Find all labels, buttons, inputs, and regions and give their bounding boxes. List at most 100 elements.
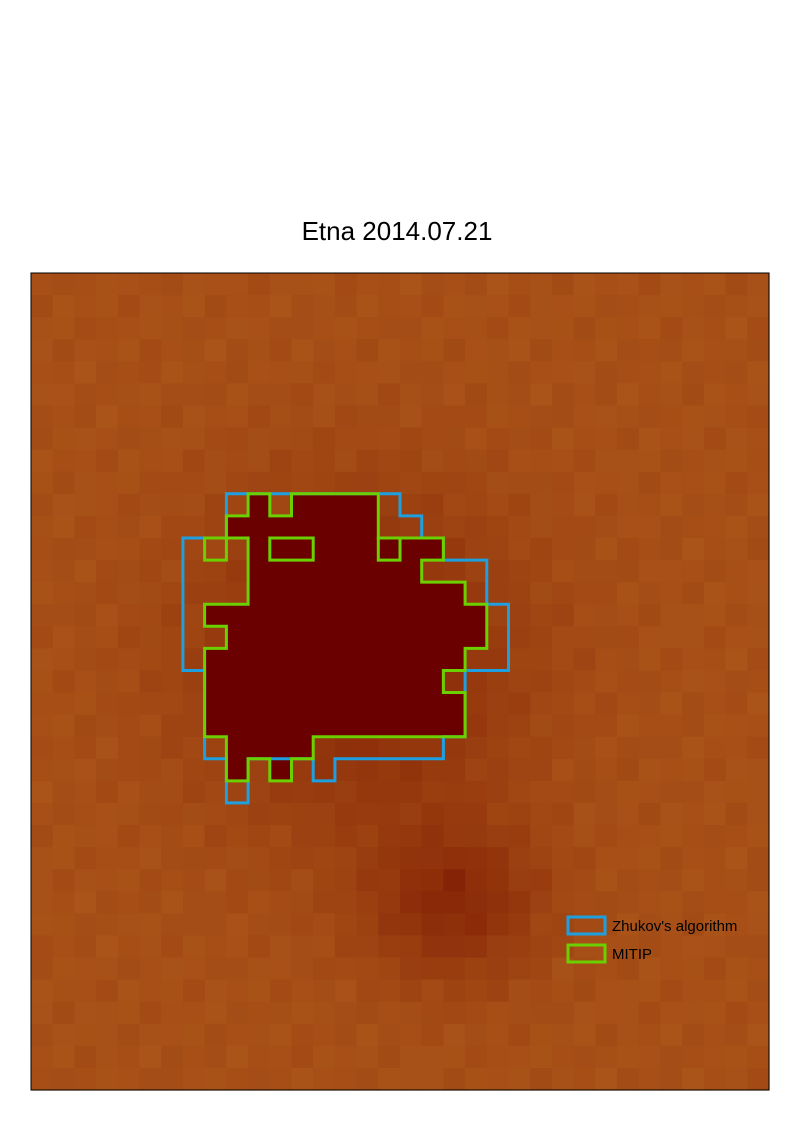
heatmap-cell xyxy=(31,1001,54,1025)
heatmap-cell xyxy=(248,891,271,914)
heatmap-cell xyxy=(96,295,119,318)
heatmap-cell xyxy=(617,273,640,296)
heatmap-cell xyxy=(725,427,748,451)
heatmap-cell xyxy=(248,295,271,318)
heatmap-cell xyxy=(443,471,466,495)
heatmap-cell xyxy=(530,560,553,583)
heatmap-cell xyxy=(378,847,401,870)
heatmap-cell xyxy=(182,273,206,296)
heatmap-cell xyxy=(573,471,596,495)
heatmap-cell xyxy=(508,471,531,495)
heatmap-cell xyxy=(465,471,488,495)
heatmap-cell xyxy=(291,957,314,981)
heatmap-cell xyxy=(291,1045,314,1069)
heatmap-cell xyxy=(660,802,683,826)
heatmap-cell xyxy=(269,273,293,296)
heatmap-cell xyxy=(74,1023,97,1047)
heatmap-cell xyxy=(638,1067,662,1091)
chart-title: Etna 2014.07.21 xyxy=(301,216,493,246)
heatmap-cell xyxy=(486,847,510,870)
heatmap-cell xyxy=(638,515,662,539)
heatmap-cell xyxy=(52,582,76,605)
heatmap-cell xyxy=(74,869,97,892)
heatmap-cell xyxy=(31,802,54,826)
heatmap-cell xyxy=(747,979,770,1003)
heatmap-cell xyxy=(117,515,141,539)
heatmap-cell xyxy=(313,471,336,495)
heatmap-cell xyxy=(682,1023,705,1047)
heatmap-cell xyxy=(334,648,358,672)
heatmap-cell xyxy=(52,648,76,672)
heatmap-cell xyxy=(31,273,54,296)
heatmap-cell xyxy=(226,979,249,1003)
heatmap-cell xyxy=(508,913,531,937)
heatmap-cell xyxy=(573,714,596,738)
heatmap-cell xyxy=(465,780,488,804)
heatmap-cell xyxy=(313,670,336,694)
heatmap-cell xyxy=(617,913,640,937)
heatmap-cell xyxy=(486,427,510,451)
heatmap-cell xyxy=(703,825,727,848)
heatmap-cell xyxy=(356,493,379,517)
heatmap-cell xyxy=(96,339,119,362)
heatmap-cell xyxy=(204,273,227,296)
heatmap-cell xyxy=(421,736,445,760)
heatmap-cell xyxy=(747,736,770,760)
heatmap-cell xyxy=(421,471,445,495)
heatmap-cell xyxy=(530,1001,553,1025)
heatmap-cell xyxy=(96,515,119,539)
heatmap-cell xyxy=(248,626,271,649)
heatmap-cell xyxy=(74,339,97,362)
heatmap-cell xyxy=(291,935,314,959)
heatmap-cell xyxy=(595,802,618,826)
heatmap-cell xyxy=(161,449,184,473)
heatmap-cell xyxy=(117,670,141,694)
heatmap-cell xyxy=(551,295,575,318)
heatmap-cell xyxy=(660,604,683,627)
heatmap-cell xyxy=(74,537,97,561)
heatmap-cell xyxy=(551,383,575,407)
heatmap-cell xyxy=(443,1067,466,1091)
heatmap-cell xyxy=(269,847,293,870)
heatmap-cell xyxy=(52,626,76,649)
heatmap-cell xyxy=(443,935,466,959)
heatmap-cell xyxy=(334,295,358,318)
heatmap-cell xyxy=(204,891,227,914)
heatmap-cell xyxy=(747,626,770,649)
heatmap-cell xyxy=(74,449,97,473)
heatmap-cell xyxy=(226,427,249,451)
heatmap-cell xyxy=(74,405,97,429)
heatmap-cell xyxy=(465,515,488,539)
heatmap-cell xyxy=(52,1023,76,1047)
heatmap-cell xyxy=(356,515,379,539)
heatmap-cell xyxy=(139,582,162,605)
heatmap-cell xyxy=(617,891,640,914)
heatmap-cell xyxy=(378,780,401,804)
heatmap-cell xyxy=(421,273,445,296)
heatmap-cell xyxy=(161,339,184,362)
heatmap-cell xyxy=(248,471,271,495)
heatmap-cell xyxy=(443,604,466,627)
heatmap-cell xyxy=(508,560,531,583)
heatmap-cell xyxy=(96,802,119,826)
heatmap-cell xyxy=(291,383,314,407)
heatmap-cell xyxy=(682,537,705,561)
heatmap-cell xyxy=(334,825,358,848)
heatmap-cell xyxy=(573,648,596,672)
heatmap-cell xyxy=(595,648,618,672)
heatmap-cell xyxy=(334,493,358,517)
heatmap-cell xyxy=(400,692,423,716)
heatmap-cell xyxy=(117,1067,141,1091)
heatmap-cell xyxy=(204,295,227,318)
heatmap-cell xyxy=(443,537,466,561)
heatmap-cell xyxy=(421,582,445,605)
heatmap-cell xyxy=(161,957,184,981)
heatmap-cell xyxy=(421,1067,445,1091)
heatmap-cell xyxy=(356,891,379,914)
heatmap-cell xyxy=(747,802,770,826)
heatmap-cell xyxy=(334,1067,358,1091)
heatmap-cell xyxy=(617,648,640,672)
heatmap-cell xyxy=(421,361,445,384)
heatmap-cell xyxy=(725,670,748,694)
heatmap-cell xyxy=(52,604,76,627)
